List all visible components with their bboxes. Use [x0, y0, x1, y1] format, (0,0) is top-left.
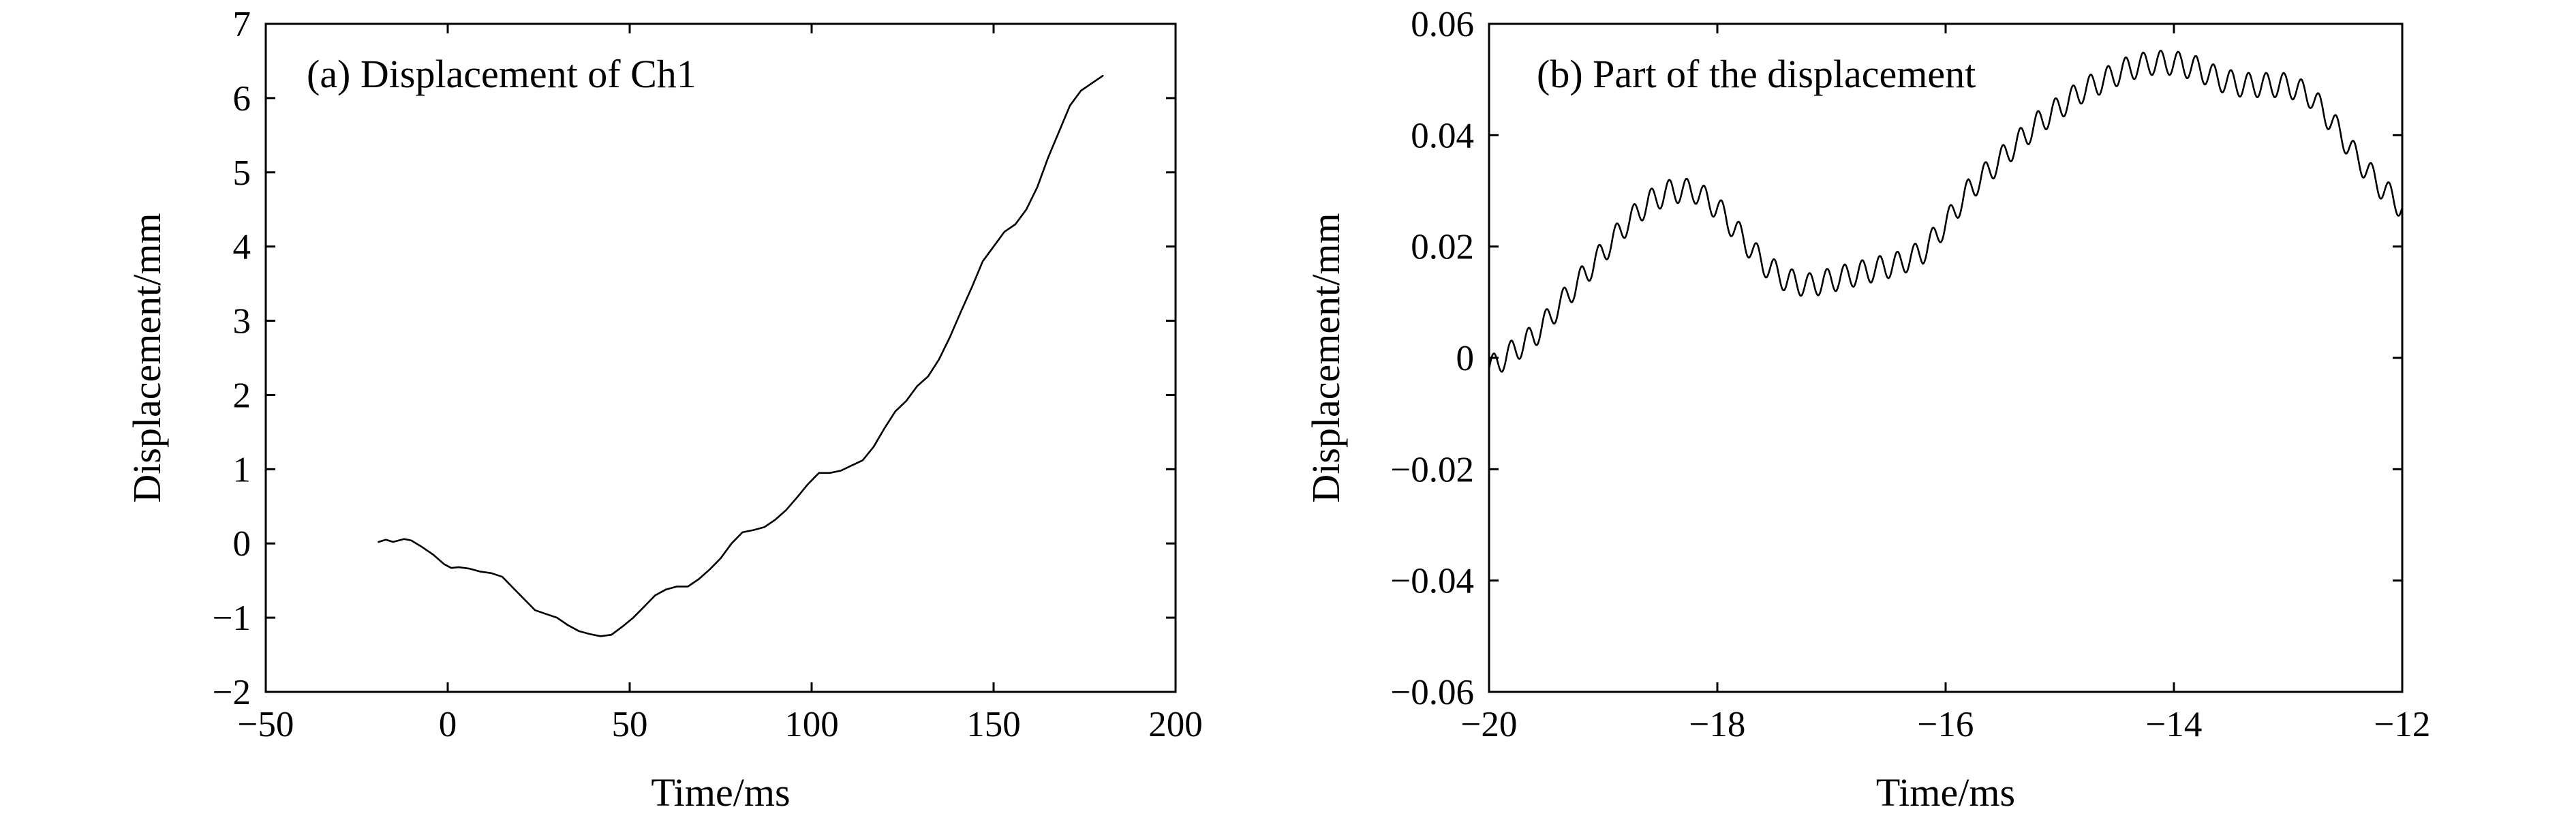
x-tick-label: −16	[1918, 705, 1974, 744]
panel-b-part-of-displacement: −20 −18 −16 −14 −12 −0.06 −0.04 −0.02 0 0.02 0.04 0…	[1304, 5, 2430, 815]
y-tick-label: 1	[233, 450, 251, 489]
x-tick-label: −14	[2146, 705, 2203, 744]
panel-title: (a) Displacement of Ch1	[307, 52, 696, 96]
y-tick-label: −0.02	[1390, 450, 1474, 489]
y-tick-label: 0.06	[1411, 5, 1474, 44]
y-tick-label: 3	[233, 302, 251, 342]
panel-a-displacement-ch1: −50 0 50 100 150 200 −2 −1 0 1 2 3 4 5 6 7 Time/ms Displa…	[125, 5, 1203, 815]
y-tick-label: 2	[233, 376, 251, 415]
y-tick-label: 7	[233, 5, 251, 44]
x-tick-label: 0	[439, 705, 457, 744]
y-axis-title: Displacement/mm	[125, 213, 169, 502]
x-axis-title: Time/ms	[1876, 770, 2015, 815]
x-tick-label: −20	[1461, 705, 1518, 744]
y-tick-label: 0.02	[1411, 228, 1474, 267]
y-tick-label: 0	[233, 524, 251, 564]
y-tick-label: 0	[1456, 339, 1475, 378]
x-tick-label: −18	[1689, 705, 1746, 744]
y-tick-label: −0.04	[1390, 562, 1474, 601]
series-line-0	[378, 74, 1104, 637]
y-tick-label: 4	[233, 228, 251, 267]
y-tick-label: −2	[213, 673, 251, 712]
x-tick-label: −50	[238, 705, 294, 744]
x-tick-label: 200	[1148, 705, 1203, 744]
x-tick-label: 150	[966, 705, 1021, 744]
y-tick-label: −1	[213, 599, 251, 638]
y-tick-label: 6	[233, 79, 251, 119]
x-tick-label: −12	[2374, 705, 2431, 744]
plot-frame	[1488, 22, 2404, 693]
y-tick-label: 0.04	[1411, 116, 1474, 155]
plot-frame	[264, 22, 1177, 693]
x-tick-label: 100	[784, 705, 839, 744]
panel-title: (b) Part of the displacement	[1537, 52, 1976, 96]
y-tick-label: 5	[233, 153, 251, 193]
y-axis-title: Displacement/mm	[1304, 213, 1348, 502]
series-line-0	[1488, 50, 2404, 373]
x-axis-title: Time/ms	[651, 770, 790, 815]
x-tick-label: 50	[612, 705, 648, 744]
y-tick-label: −0.06	[1390, 673, 1474, 712]
